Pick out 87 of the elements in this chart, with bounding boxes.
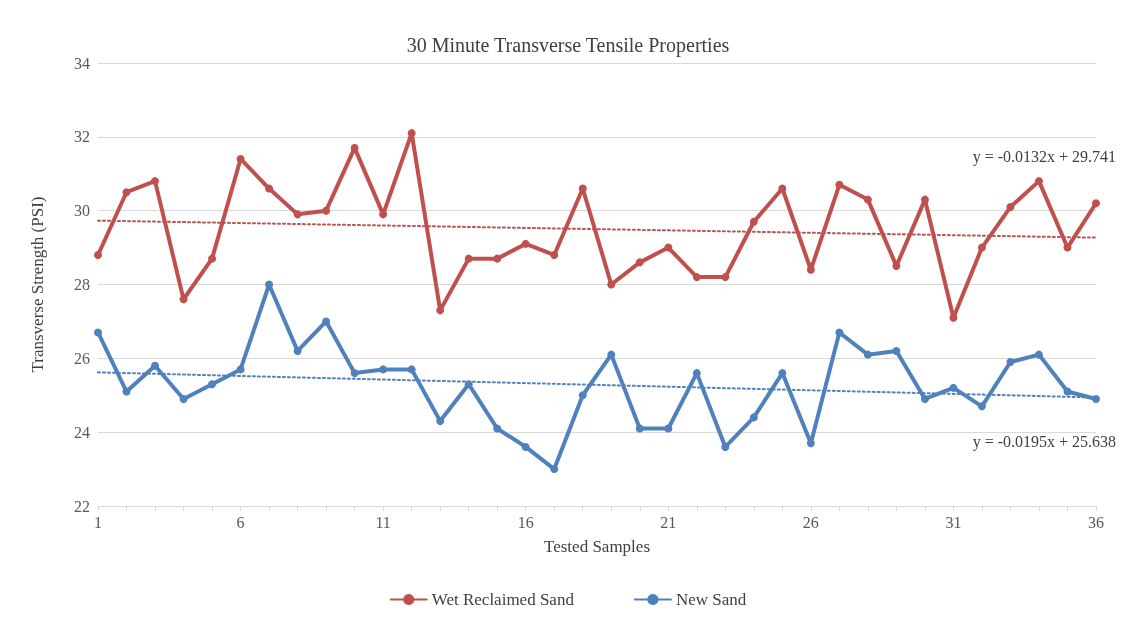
point (607, 280, 616, 289)
point (151, 361, 160, 370)
point (322, 206, 331, 215)
x-tick-label: 36 (1088, 513, 1104, 531)
y-tick-label: 22 (74, 497, 90, 515)
point (664, 424, 673, 433)
point (151, 177, 160, 186)
point (635, 258, 644, 267)
point (265, 280, 274, 289)
point (179, 394, 188, 403)
point (920, 195, 929, 204)
point (122, 188, 131, 197)
point (607, 350, 616, 359)
point (265, 184, 274, 193)
point (977, 243, 986, 252)
point (949, 313, 958, 322)
x-tick-label: 11 (375, 513, 391, 531)
point (208, 380, 217, 389)
point (892, 262, 901, 271)
point (863, 195, 872, 204)
point (436, 306, 445, 315)
x-tick-label: 16 (517, 513, 534, 531)
point (920, 394, 929, 403)
x-axis-title: Tested Samples (544, 537, 650, 556)
point (122, 387, 131, 396)
y-tick-label: 26 (74, 349, 90, 367)
point (806, 439, 815, 448)
point (1092, 394, 1100, 403)
point (1092, 199, 1100, 208)
point (436, 417, 445, 426)
point (1006, 202, 1015, 211)
point (493, 424, 502, 433)
point (464, 254, 473, 263)
point (664, 243, 673, 252)
point (293, 346, 302, 355)
point (863, 350, 872, 359)
legend-label: Wet Reclaimed Sand (431, 590, 575, 609)
point (94, 328, 102, 337)
y-tick-label: 32 (74, 128, 90, 146)
point (835, 328, 844, 337)
point (464, 380, 473, 389)
annotation: y = -0.0132x + 29.741 (972, 147, 1116, 166)
y-axis-title: Transverse Strength (PSI) (28, 196, 47, 373)
point (1006, 358, 1015, 367)
point (179, 295, 188, 304)
point (835, 180, 844, 189)
x-tick-label: 6 (236, 513, 245, 531)
point (208, 254, 217, 263)
point (949, 383, 958, 392)
point (407, 365, 416, 374)
x-tick-label: 1 (94, 513, 102, 531)
point (892, 346, 901, 355)
y-tick-label: 24 (74, 423, 90, 441)
point (749, 217, 758, 226)
point (236, 154, 245, 163)
point (578, 184, 587, 193)
point (635, 424, 644, 433)
point (521, 239, 530, 248)
y-tick-label: 34 (74, 54, 90, 72)
point (94, 250, 102, 259)
point (350, 143, 359, 152)
annotation: y = -0.0195x + 25.638 (972, 432, 1116, 451)
point (749, 413, 758, 422)
point (1034, 350, 1043, 359)
point (1034, 177, 1043, 186)
point (1063, 387, 1072, 396)
point (778, 184, 787, 193)
point (692, 273, 701, 282)
y-tick-label: 30 (74, 202, 90, 220)
point (521, 442, 530, 451)
point (322, 317, 331, 326)
point (721, 273, 730, 282)
point (578, 391, 587, 400)
y-tick-label: 28 (74, 276, 90, 293)
point (293, 210, 302, 219)
x-tick-label: 26 (802, 513, 819, 531)
legend-label: New Sand (675, 590, 747, 609)
chart-title: 30 Minute Transverse Tensile Properties (406, 34, 730, 57)
point (550, 250, 559, 259)
x-tick-label: 31 (945, 513, 962, 531)
point (350, 369, 359, 378)
point (493, 254, 502, 263)
point (379, 365, 388, 374)
point (977, 402, 986, 411)
point (236, 365, 245, 374)
point (550, 465, 559, 474)
x-tick-label: 21 (660, 513, 677, 531)
